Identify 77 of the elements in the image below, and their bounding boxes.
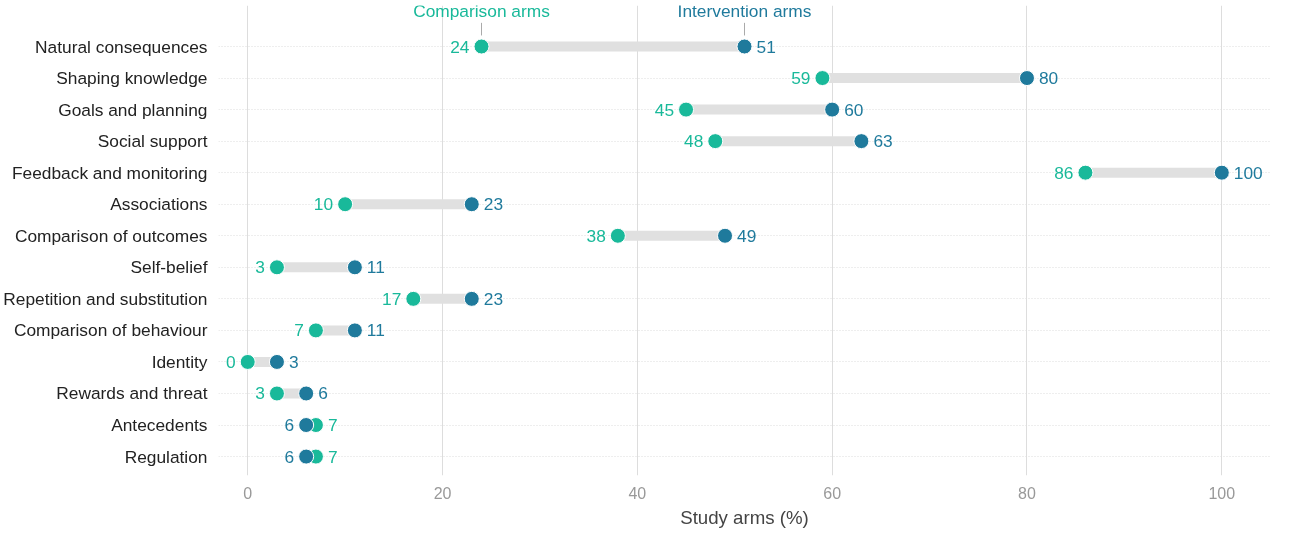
point xyxy=(268,259,285,276)
data-label: 23 xyxy=(483,288,504,309)
point xyxy=(337,196,354,213)
point xyxy=(473,38,490,55)
data-label: 3 xyxy=(288,351,299,372)
x-tick-label: 20 xyxy=(433,484,452,502)
data-label: 51 xyxy=(756,36,776,57)
series-label: Comparison arms xyxy=(413,1,551,22)
point xyxy=(346,322,363,339)
point xyxy=(405,290,422,307)
data-label: 60 xyxy=(844,99,864,120)
point xyxy=(853,133,870,150)
x-axis-title: Study arms (%) xyxy=(680,506,809,528)
data-label: 63 xyxy=(873,131,893,152)
y-tick-label: Associations xyxy=(110,194,208,215)
x-tick-label: 0 xyxy=(243,484,253,502)
point xyxy=(824,101,841,118)
y-tick-label: Antecedents xyxy=(111,415,208,436)
point xyxy=(298,417,315,434)
data-label: 6 xyxy=(284,415,295,436)
point xyxy=(463,196,480,213)
data-label: 48 xyxy=(684,131,704,152)
point xyxy=(239,353,256,370)
point xyxy=(463,290,480,307)
point xyxy=(678,101,695,118)
data-label: 45 xyxy=(654,99,675,120)
data-label: 7 xyxy=(327,415,338,436)
y-tick-label: Feedback and monitoring xyxy=(11,162,208,183)
point xyxy=(736,38,753,55)
x-tick-label: 40 xyxy=(628,484,647,502)
y-tick-label: Self-belief xyxy=(130,257,208,278)
y-tick-label: Comparison of outcomes xyxy=(14,225,208,246)
point xyxy=(268,353,285,370)
y-tick-label: Regulation xyxy=(124,446,208,467)
data-label: 11 xyxy=(366,257,385,278)
y-tick-label: Rewards and threat xyxy=(56,383,208,404)
point xyxy=(609,227,626,244)
y-tick-label: Identity xyxy=(151,351,208,372)
data-label: 7 xyxy=(294,320,304,341)
point xyxy=(1213,164,1230,181)
point xyxy=(814,70,831,87)
point xyxy=(1018,70,1035,87)
y-tick-label: Goals and planning xyxy=(58,99,208,120)
data-label: 86 xyxy=(1054,162,1074,183)
point xyxy=(707,133,724,150)
y-tick-label: Social support xyxy=(97,131,208,152)
y-tick-label: Comparison of behaviour xyxy=(13,320,208,341)
y-tick-label: Repetition and substitution xyxy=(3,288,208,309)
data-label: 3 xyxy=(255,383,265,404)
data-label: 11 xyxy=(366,320,385,341)
point xyxy=(298,448,315,465)
data-label: 0 xyxy=(226,351,236,372)
data-label: 7 xyxy=(327,446,338,467)
y-tick-label: Natural consequences xyxy=(35,36,208,57)
data-label: 6 xyxy=(318,383,328,404)
y-tick-label: Shaping knowledge xyxy=(56,68,208,89)
data-label: 6 xyxy=(284,446,295,467)
x-tick-label: 60 xyxy=(823,484,842,502)
data-label: 80 xyxy=(1038,68,1059,89)
data-label: 10 xyxy=(313,194,334,215)
data-label: 17 xyxy=(382,288,402,309)
point xyxy=(298,385,315,402)
point xyxy=(1077,164,1094,181)
point xyxy=(346,259,363,276)
data-label: 23 xyxy=(483,194,504,215)
point xyxy=(717,227,734,244)
data-label: 49 xyxy=(737,225,757,246)
x-tick-label: 100 xyxy=(1208,484,1236,502)
series-label: Intervention arms xyxy=(677,1,812,22)
x-tick-label: 80 xyxy=(1018,484,1036,502)
point xyxy=(268,385,285,402)
data-label: 59 xyxy=(791,68,811,89)
data-label: 38 xyxy=(586,225,606,246)
data-label: 100 xyxy=(1233,162,1263,183)
data-label: 24 xyxy=(450,36,470,57)
data-label: 3 xyxy=(255,257,265,278)
point xyxy=(307,322,324,339)
